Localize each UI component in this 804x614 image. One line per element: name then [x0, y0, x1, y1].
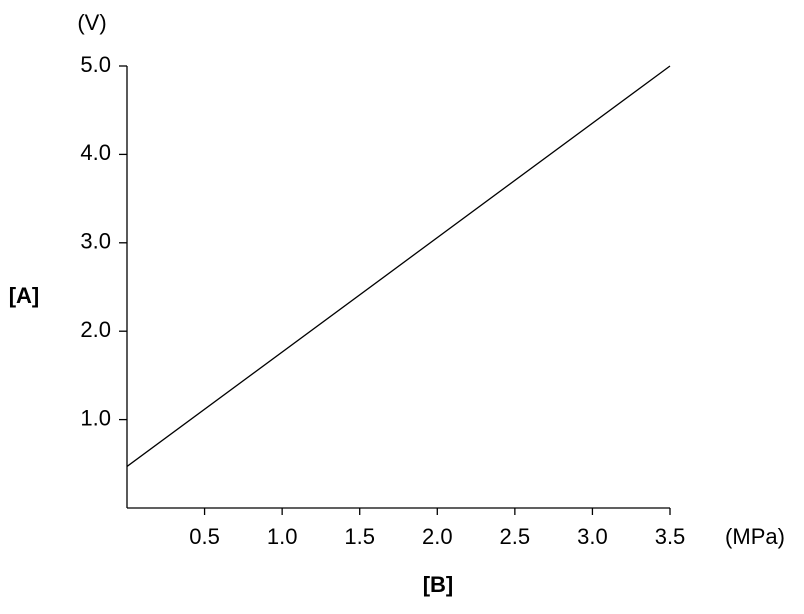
y-tick-label: 1.0 — [80, 405, 111, 430]
x-tick-label: 2.5 — [500, 524, 531, 549]
x-tick-label: 3.5 — [655, 524, 686, 549]
x-tick-label: 0.5 — [189, 524, 220, 549]
y-label: [A] — [9, 283, 40, 308]
y-unit: (V) — [77, 10, 106, 35]
x-tick-label: 2.0 — [422, 524, 453, 549]
x-tick-label: 3.0 — [577, 524, 608, 549]
x-tick-label: 1.0 — [267, 524, 298, 549]
data-line — [126, 65, 671, 467]
x-unit: (MPa) — [725, 524, 785, 549]
x-label: [B] — [423, 572, 454, 597]
y-tick-label: 4.0 — [80, 140, 111, 165]
y-tick-label: 5.0 — [80, 52, 111, 77]
x-tick-label: 1.5 — [344, 524, 375, 549]
y-tick-label: 3.0 — [80, 229, 111, 254]
y-tick-label: 2.0 — [80, 317, 111, 342]
